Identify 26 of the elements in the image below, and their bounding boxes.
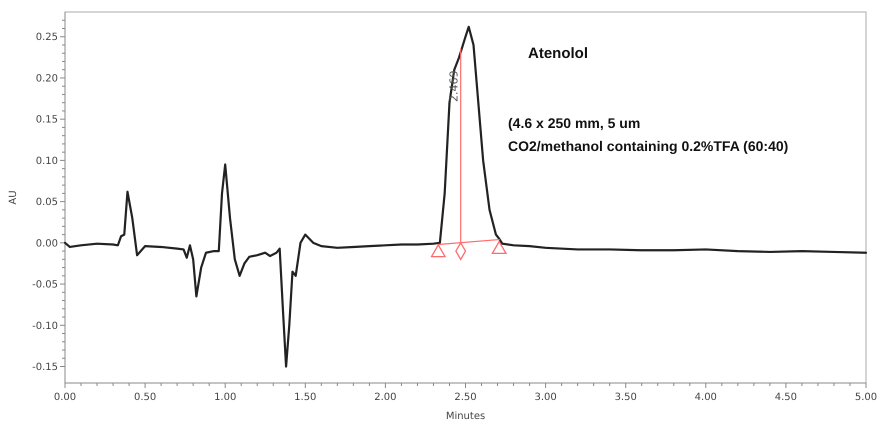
y-tick-label: 0.00 <box>36 238 58 250</box>
y-tick-label: 0.20 <box>36 73 58 84</box>
y-tick-label: -0.15 <box>32 362 58 374</box>
x-tick-label: 1.50 <box>294 392 316 403</box>
annotation: (4.6 x 250 mm, 5 um <box>508 115 640 131</box>
x-tick-label: 4.50 <box>774 392 798 403</box>
x-axis-title: Minutes <box>446 411 486 422</box>
x-tick-label: 1.00 <box>214 392 236 403</box>
x-tick-label: 4.00 <box>694 392 717 403</box>
y-tick-label: 0.10 <box>36 156 58 167</box>
y-tick-label: 0.05 <box>36 197 58 208</box>
x-tick-label: 3.50 <box>614 392 637 403</box>
y-tick-label: -0.05 <box>32 280 58 291</box>
annotation: CO2/methanol containing 0.2%TFA (60:40) <box>508 138 788 154</box>
x-tick-label: 2.50 <box>454 392 477 403</box>
y-axis-title: AU <box>8 190 19 205</box>
x-tick-label: 0.50 <box>134 392 156 403</box>
y-tick-label: -0.10 <box>32 320 58 332</box>
x-tick-label: 5.00 <box>854 392 878 403</box>
annotation: 2.469 <box>448 70 461 102</box>
y-tick-label: 0.25 <box>36 32 58 44</box>
x-tick-label: 3.00 <box>534 392 557 403</box>
annotation: Atenolol <box>528 45 588 62</box>
x-tick-label: 0.00 <box>54 392 76 403</box>
x-tick-label: 2.00 <box>374 392 397 403</box>
y-tick-label: 0.15 <box>36 114 58 126</box>
